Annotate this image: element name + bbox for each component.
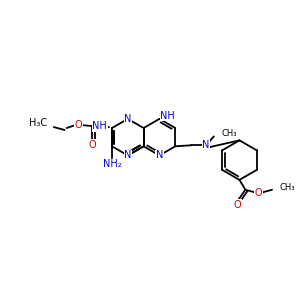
Text: H₃C: H₃C [29,118,47,128]
Text: O: O [234,200,241,210]
Text: N: N [124,150,131,161]
Text: N: N [202,140,210,150]
Text: O: O [75,120,82,130]
Text: NH₂: NH₂ [103,159,121,169]
Text: NH: NH [160,111,175,121]
Text: NH: NH [92,121,107,131]
Text: O: O [254,188,262,198]
Text: CH₃: CH₃ [222,129,237,138]
Text: N: N [156,150,163,161]
Text: CH₃: CH₃ [280,183,296,192]
Text: O: O [88,140,96,150]
Text: N: N [124,114,131,124]
